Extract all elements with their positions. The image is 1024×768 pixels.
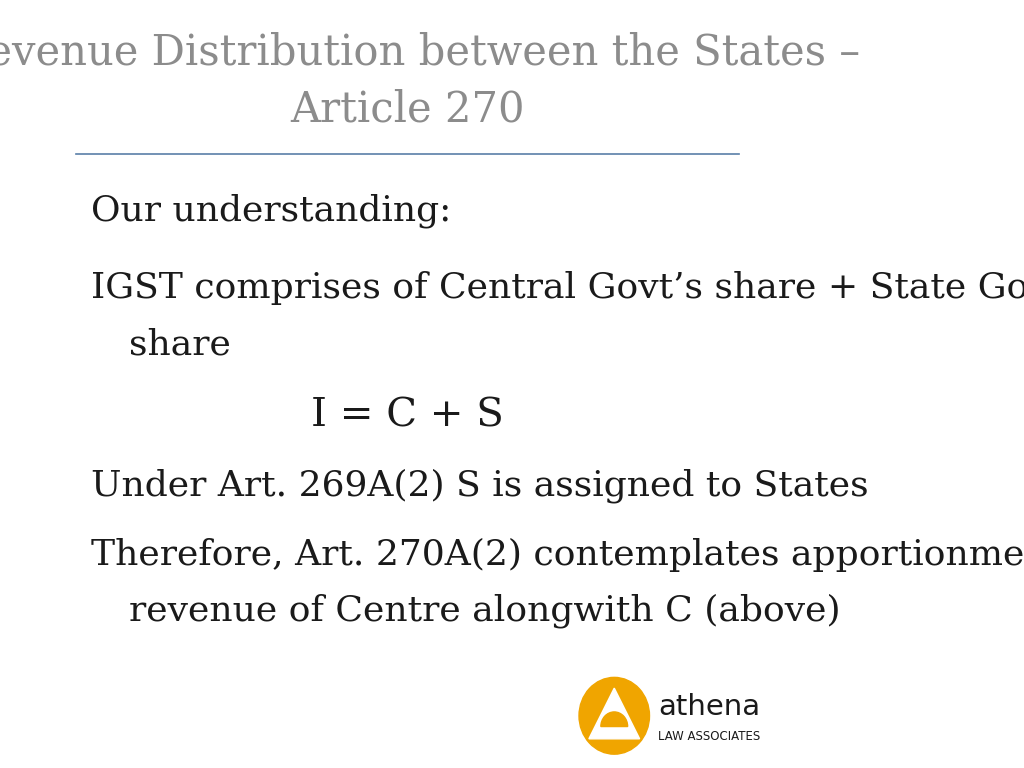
Text: share: share — [129, 327, 231, 361]
Text: Our understanding:: Our understanding: — [90, 194, 451, 228]
Text: Therefore, Art. 270A(2) contemplates apportionment of: Therefore, Art. 270A(2) contemplates app… — [90, 538, 1024, 571]
Text: LAW ASSOCIATES: LAW ASSOCIATES — [658, 730, 761, 743]
Wedge shape — [601, 712, 628, 727]
Text: I = C + S: I = C + S — [311, 398, 504, 435]
Text: athena: athena — [658, 694, 761, 721]
Text: Revenue Distribution between the States –
Article 270: Revenue Distribution between the States … — [0, 31, 860, 130]
Text: Under Art. 269A(2) S is assigned to States: Under Art. 269A(2) S is assigned to Stat… — [90, 468, 868, 503]
Circle shape — [579, 677, 649, 754]
Polygon shape — [589, 688, 640, 739]
Text: IGST comprises of Central Govt’s share + State Govt’s: IGST comprises of Central Govt’s share +… — [90, 271, 1024, 305]
Text: revenue of Centre alongwith C (above): revenue of Centre alongwith C (above) — [129, 593, 841, 628]
